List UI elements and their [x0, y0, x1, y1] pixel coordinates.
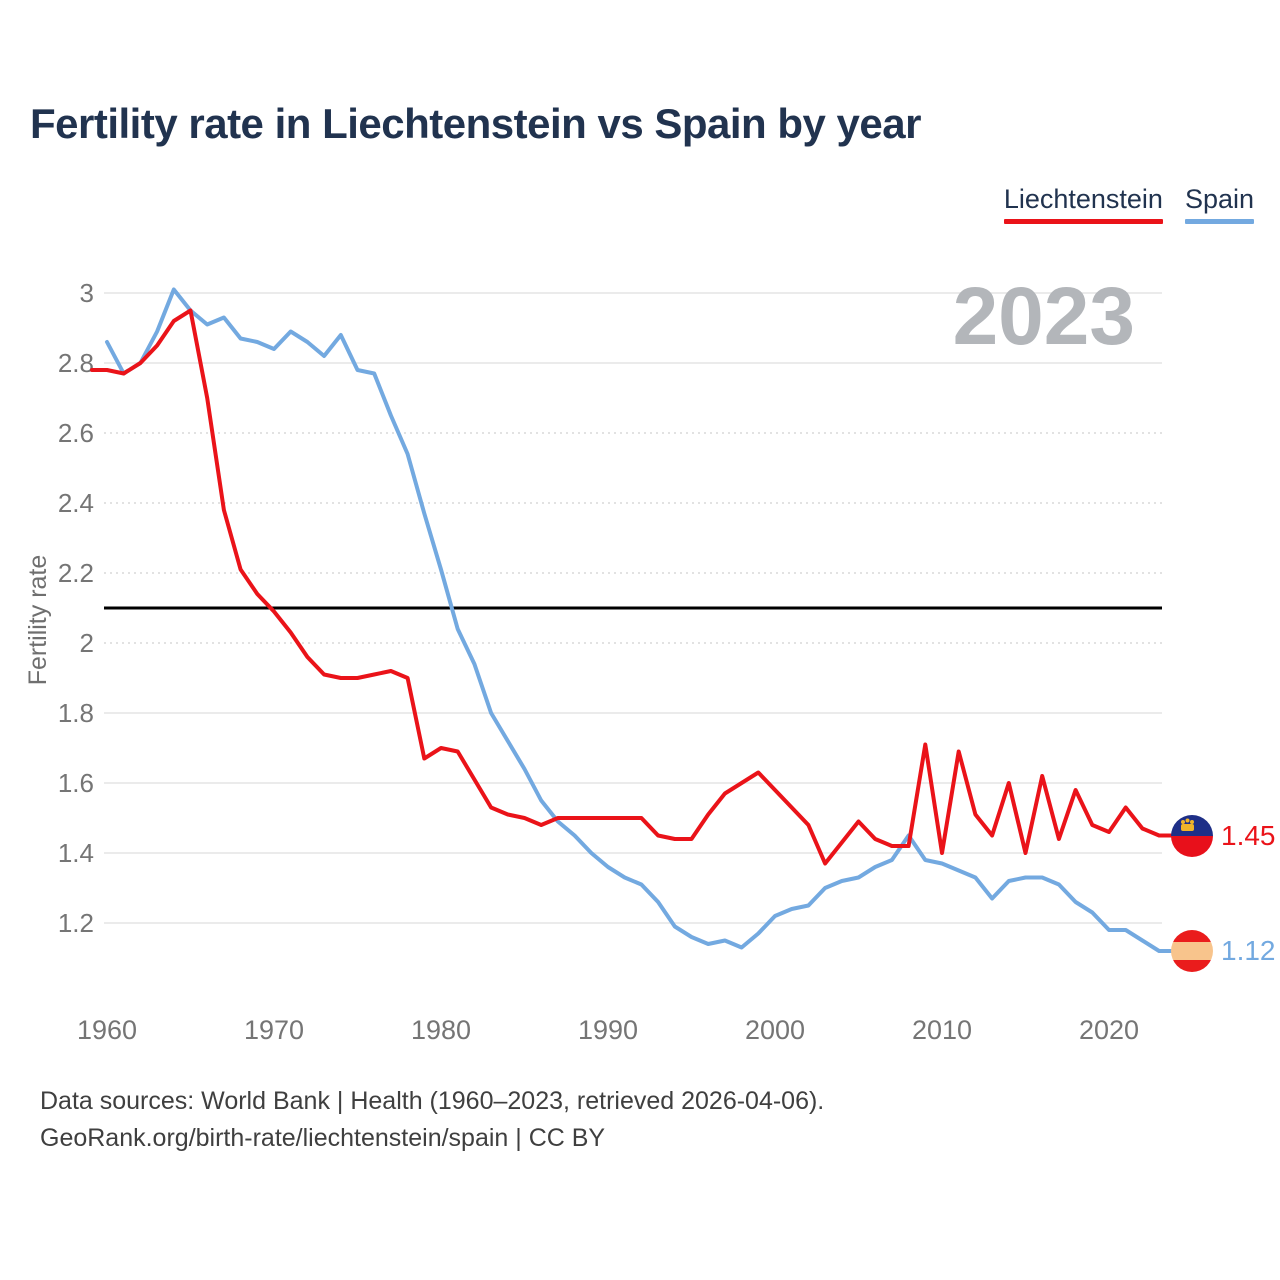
year-watermark: 2023	[953, 271, 1135, 362]
y-tick-label: 2.2	[58, 558, 94, 588]
x-tick-label: 1960	[77, 1015, 137, 1045]
end-value-liechtenstein: 1.45	[1221, 819, 1276, 851]
legend-item-spain[interactable]: Spain	[1184, 184, 1254, 224]
y-tick-label: 2.8	[58, 348, 94, 378]
legend: Liechtenstein Spain	[1003, 184, 1254, 224]
series-line-liechtenstein	[90, 308, 1173, 866]
y-tick-label: 1.4	[58, 838, 94, 868]
y-tick-label: 3	[80, 278, 94, 308]
x-tick-label: 2010	[912, 1015, 972, 1045]
legend-label-liechtenstein: Liechtenstein	[1003, 184, 1163, 214]
x-tick-label: 1970	[244, 1015, 304, 1045]
spain-flag-icon	[1171, 930, 1213, 972]
legend-underline-liechtenstein	[1003, 219, 1163, 224]
x-tick-label: 1980	[411, 1015, 471, 1045]
end-value-spain: 1.12	[1221, 935, 1276, 966]
y-tick-label: 2.4	[58, 488, 94, 518]
x-tick-label: 2020	[1079, 1015, 1139, 1045]
x-tick-label: 2000	[745, 1015, 805, 1045]
gridlines: 3 2.8 2.6 2.4 2.2 2 1.8 1.6 1.4 1.2 1960 1970 1980 19…	[58, 278, 1162, 1045]
y-tick-label: 1.8	[58, 698, 94, 728]
liechtenstein-flag-icon	[1171, 814, 1213, 857]
y-tick-label: 2.6	[58, 418, 94, 448]
y-tick-label: 1.2	[58, 908, 94, 938]
x-tick-label: 1990	[578, 1015, 638, 1045]
license-line: GeoRank.org/birth-rate/liechtenstein/spa…	[40, 1124, 606, 1152]
source-line: Data sources: World Bank | Health (1960–…	[40, 1087, 825, 1115]
legend-item-liechtenstein[interactable]: Liechtenstein	[1003, 184, 1163, 224]
endpoint-liechtenstein: 1.45	[1171, 814, 1276, 857]
y-tick-label: 1.6	[58, 768, 94, 798]
source-attribution: Data sources: World Bank | Health (1960–…	[40, 1083, 824, 1157]
y-tick-label: 2	[80, 628, 94, 658]
legend-underline-spain	[1184, 219, 1254, 224]
chart-title: Fertility rate in Liechtenstein vs Spain…	[30, 100, 921, 147]
series-line-spain	[105, 287, 1173, 953]
endpoint-spain: 1.12	[1171, 930, 1276, 972]
y-axis-title: Fertility rate	[24, 555, 52, 686]
series-lines	[90, 287, 1173, 953]
legend-label-spain: Spain	[1184, 184, 1254, 214]
